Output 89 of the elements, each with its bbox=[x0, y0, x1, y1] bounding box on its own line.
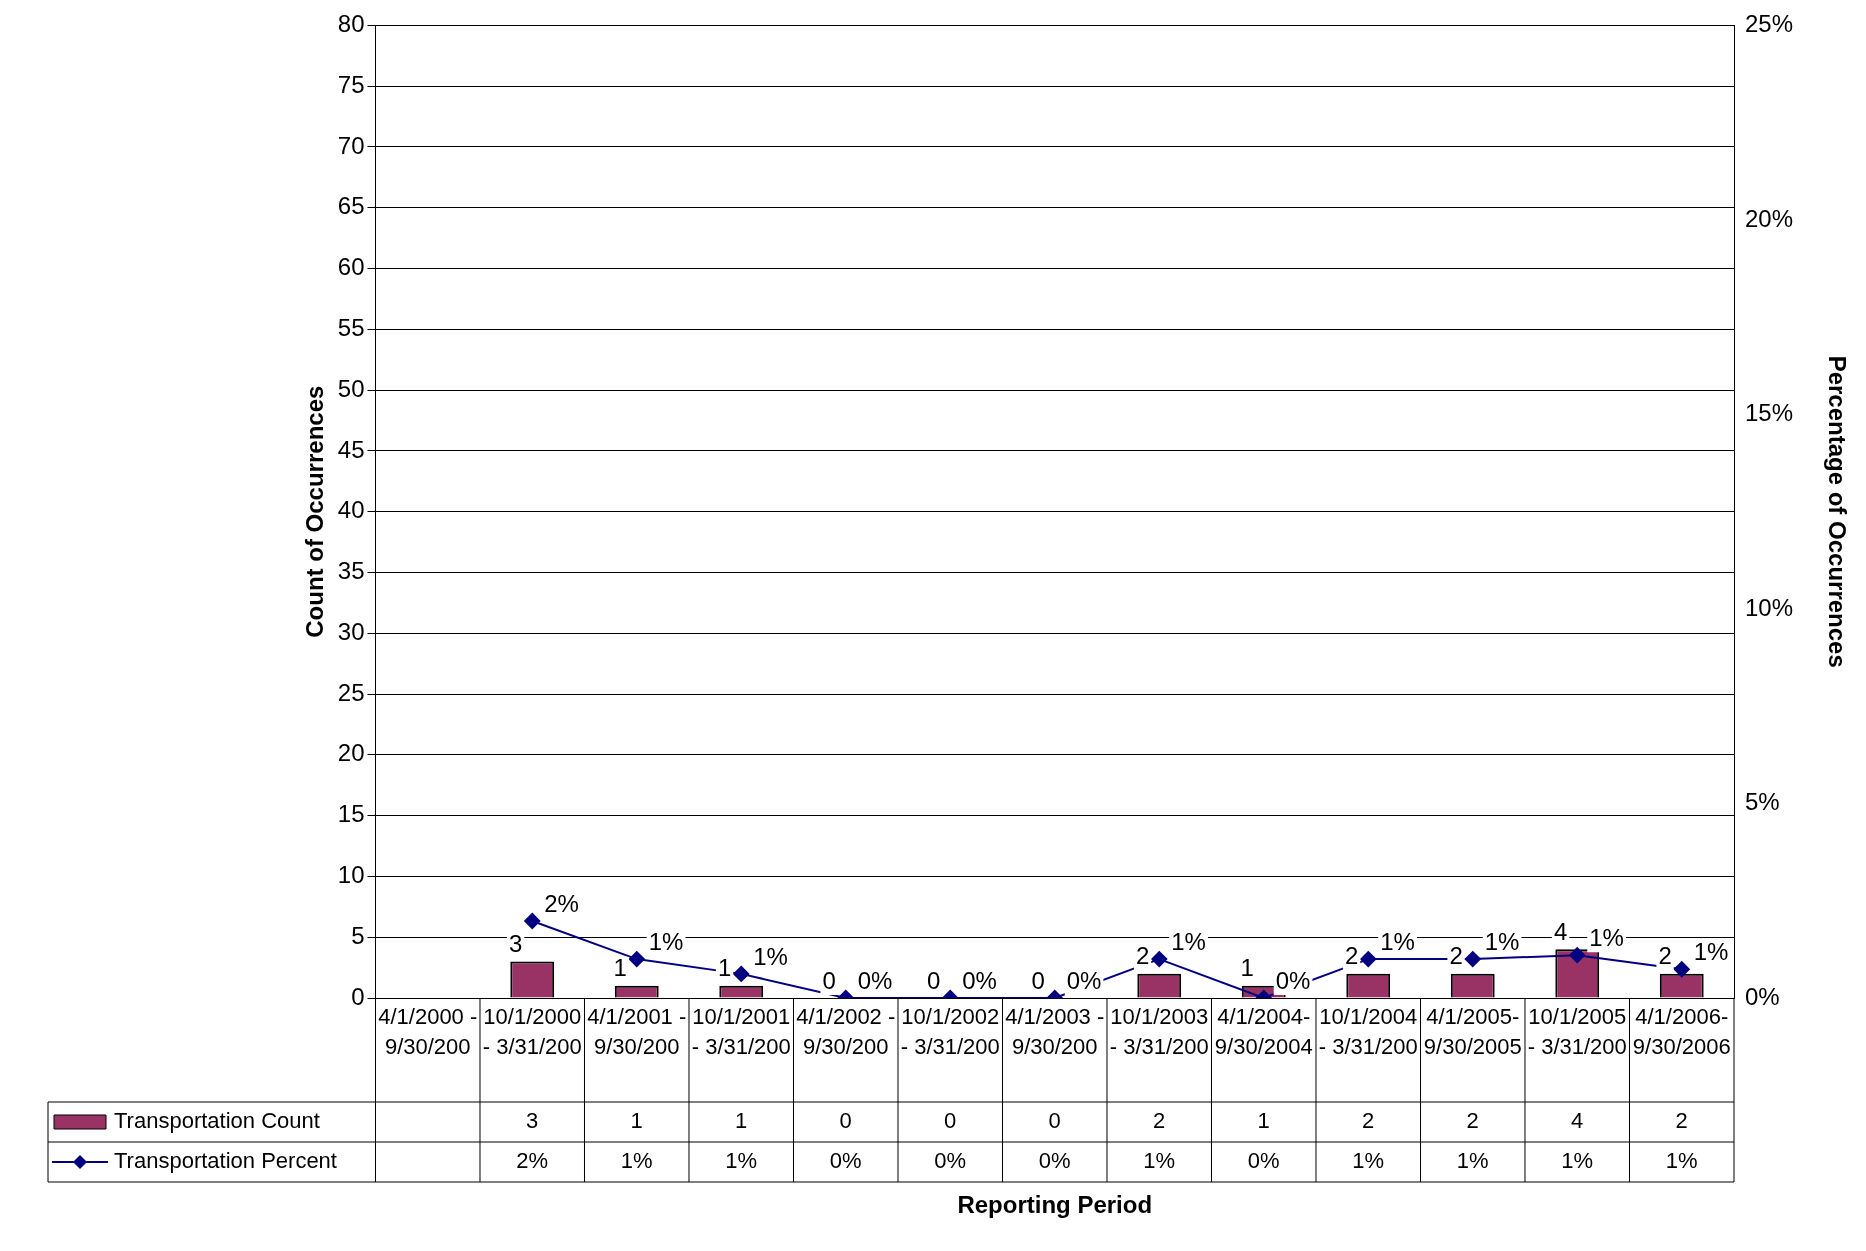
data-label: 1% bbox=[1352, 1148, 1385, 1174]
text: 1% bbox=[1589, 923, 1624, 951]
data-label: 1% bbox=[1665, 1148, 1698, 1174]
text: 0 bbox=[822, 966, 836, 994]
data-label: 2 bbox=[1675, 1108, 1688, 1134]
x-tick-label: 10/1/2000 - 3/31/200 bbox=[482, 1004, 582, 1060]
text: 1% bbox=[1693, 937, 1729, 965]
y-tick-label: 80 bbox=[337, 10, 365, 38]
data-label: 1% bbox=[1143, 1148, 1176, 1174]
text: 1% bbox=[1484, 927, 1520, 955]
text: 1 bbox=[717, 954, 732, 982]
y-tick-label: 0 bbox=[351, 982, 365, 1010]
text: 1% bbox=[753, 942, 788, 970]
text: 1 bbox=[1240, 954, 1254, 982]
y-tick-label: 20 bbox=[337, 739, 365, 767]
y-tick-label: 35 bbox=[337, 557, 365, 585]
data-label: 1 bbox=[630, 1108, 643, 1134]
text: 0% bbox=[857, 966, 893, 994]
data-label: 0% bbox=[829, 1148, 862, 1174]
text: 1 bbox=[613, 954, 627, 982]
y2-tick-label: 25% bbox=[1745, 10, 1794, 38]
text: 0 bbox=[1031, 966, 1045, 994]
y-tick-label: 70 bbox=[337, 131, 365, 159]
y2-tick-label: 15% bbox=[1745, 399, 1794, 427]
y-tick-label: 25 bbox=[337, 678, 365, 706]
data-label: 4 bbox=[1571, 1108, 1584, 1134]
data-label: 1% bbox=[1561, 1148, 1594, 1174]
text: 1% bbox=[1380, 927, 1415, 955]
y-tick-label: 45 bbox=[337, 435, 365, 463]
y2-tick-label: 20% bbox=[1745, 204, 1794, 232]
text: 3 bbox=[508, 930, 523, 958]
data-label: 1 bbox=[735, 1108, 748, 1134]
data-label: 0 bbox=[944, 1108, 957, 1134]
x-tick-label: 10/1/2005- 3/31/200 bbox=[1527, 1004, 1627, 1060]
y-tick-label: 60 bbox=[337, 253, 365, 281]
x-tick-label: 4/1/2006- 9/30/2006 bbox=[1632, 1004, 1731, 1060]
x-tick-label: 4/1/2003 - 9/30/200 bbox=[1005, 1004, 1105, 1060]
text: 2 bbox=[1344, 942, 1359, 970]
data-label: 0% bbox=[1038, 1148, 1071, 1174]
x-tick-label: 4/1/2000 - 9/30/200 bbox=[378, 1004, 478, 1060]
y2-tick-label: 10% bbox=[1745, 593, 1794, 621]
text: 0% bbox=[1066, 966, 1102, 994]
data-label: 3 bbox=[526, 1108, 539, 1134]
data-label: 1% bbox=[620, 1148, 653, 1174]
x-tick-label: 4/1/2002 - 9/30/200 bbox=[796, 1004, 896, 1060]
data-label: 1% bbox=[725, 1148, 758, 1174]
y-tick-label: 30 bbox=[337, 617, 365, 645]
data-label: 2% bbox=[516, 1148, 549, 1174]
data-label: 0% bbox=[934, 1148, 967, 1174]
data-label: 2 bbox=[1466, 1108, 1479, 1134]
x-tick-label: 4/1/2005- 9/30/2005 bbox=[1423, 1004, 1522, 1060]
y2-axis-title: Percentage of Occurrences bbox=[1823, 355, 1851, 668]
y-tick-label: 65 bbox=[337, 192, 365, 220]
text: 2 bbox=[1135, 942, 1150, 970]
x-tick-label: 4/1/2001 - 9/30/200 bbox=[587, 1004, 687, 1060]
data-label: 1% bbox=[1456, 1148, 1489, 1174]
data-label: 2 bbox=[1362, 1108, 1375, 1134]
text: 2 bbox=[1449, 942, 1463, 970]
text: 2% bbox=[544, 889, 579, 917]
data-label: 0 bbox=[1048, 1108, 1061, 1134]
data-label: 0% bbox=[1247, 1148, 1280, 1174]
y2-tick-label: 5% bbox=[1745, 788, 1780, 816]
x-tick-label: 10/1/2002 - 3/31/200 bbox=[900, 1004, 1000, 1060]
text: 1% bbox=[648, 927, 684, 955]
text: 0 bbox=[926, 966, 941, 994]
x-tick-label: 10/1/2004- 3/31/200 bbox=[1318, 1004, 1418, 1060]
x-tick-label: 10/1/2003- 3/31/200 bbox=[1109, 1004, 1209, 1060]
text: 0% bbox=[962, 966, 997, 994]
text: Reporting Period bbox=[957, 1190, 1153, 1218]
y-tick-label: 15 bbox=[337, 800, 365, 828]
text: 4 bbox=[1553, 917, 1568, 945]
y-tick-label: 75 bbox=[337, 70, 365, 98]
x-tick-label: 4/1/2004- 9/30/2004 bbox=[1214, 1004, 1313, 1060]
text: 1% bbox=[1171, 927, 1206, 955]
data-label: 2 bbox=[1153, 1108, 1166, 1134]
data-label: 1 bbox=[1257, 1108, 1270, 1134]
text: 0% bbox=[1275, 966, 1311, 994]
legend-label: Transportation Percent bbox=[114, 1148, 337, 1174]
y-tick-label: 40 bbox=[337, 496, 365, 524]
y-tick-label: 50 bbox=[337, 374, 365, 402]
legend-label: Transportation Count bbox=[114, 1108, 320, 1134]
y-axis-title: Count of Occurrences bbox=[301, 385, 329, 638]
y-tick-label: 10 bbox=[337, 861, 365, 889]
data-label: 0 bbox=[839, 1108, 852, 1134]
x-tick-label: 10/1/2001 - 3/31/200 bbox=[691, 1004, 791, 1060]
text: 2 bbox=[1658, 942, 1672, 970]
y2-tick-label: 0% bbox=[1745, 982, 1780, 1010]
y-tick-label: 55 bbox=[337, 313, 365, 341]
y-tick-label: 5 bbox=[351, 921, 365, 949]
